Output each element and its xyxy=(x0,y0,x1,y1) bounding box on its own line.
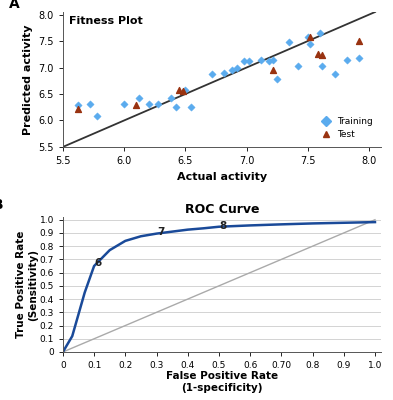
Training xyxy=(356,55,362,61)
Training xyxy=(246,58,252,64)
Test xyxy=(356,38,362,44)
Training xyxy=(286,39,292,45)
Training xyxy=(173,104,179,110)
Test xyxy=(176,87,182,94)
Training xyxy=(344,56,350,63)
Y-axis label: Predicted activity: Predicted activity xyxy=(23,24,33,135)
Test xyxy=(270,67,277,74)
Test xyxy=(133,101,140,108)
Training xyxy=(241,58,247,64)
Training xyxy=(332,71,338,77)
Training xyxy=(305,34,311,40)
Text: 7: 7 xyxy=(157,227,165,237)
Test xyxy=(319,52,325,58)
Training xyxy=(307,40,313,47)
Training xyxy=(265,58,272,64)
Training xyxy=(317,30,323,36)
Legend: Training, Test: Training, Test xyxy=(313,114,377,142)
Training xyxy=(233,64,240,71)
Training xyxy=(229,67,235,74)
Training xyxy=(319,63,325,70)
X-axis label: False Positive Rate
(1-specificity): False Positive Rate (1-specificity) xyxy=(166,372,278,393)
Training xyxy=(209,71,215,77)
Training xyxy=(155,100,162,107)
Training xyxy=(121,100,127,107)
Text: 8: 8 xyxy=(220,220,227,230)
Training xyxy=(145,100,152,107)
Training xyxy=(258,56,264,63)
Test xyxy=(314,50,321,57)
Training xyxy=(167,95,174,102)
Text: A: A xyxy=(9,0,20,11)
Test xyxy=(307,34,313,40)
Test xyxy=(74,106,81,112)
Training xyxy=(87,100,93,107)
Text: Fitness Plot: Fitness Plot xyxy=(69,16,143,26)
Y-axis label: True Positive Rate
(Sensitivity): True Positive Rate (Sensitivity) xyxy=(17,231,38,338)
Training xyxy=(136,95,142,102)
Training xyxy=(221,70,228,76)
Test xyxy=(180,88,186,94)
Training xyxy=(188,104,195,110)
Training xyxy=(182,86,189,93)
Text: 6: 6 xyxy=(95,258,102,268)
X-axis label: Actual activity: Actual activity xyxy=(177,172,267,182)
Training xyxy=(270,56,277,63)
Training xyxy=(274,76,280,82)
Text: B: B xyxy=(0,198,4,212)
Training xyxy=(295,63,301,70)
Title: ROC Curve: ROC Curve xyxy=(185,203,259,216)
Training xyxy=(94,113,100,120)
Training xyxy=(74,101,81,108)
